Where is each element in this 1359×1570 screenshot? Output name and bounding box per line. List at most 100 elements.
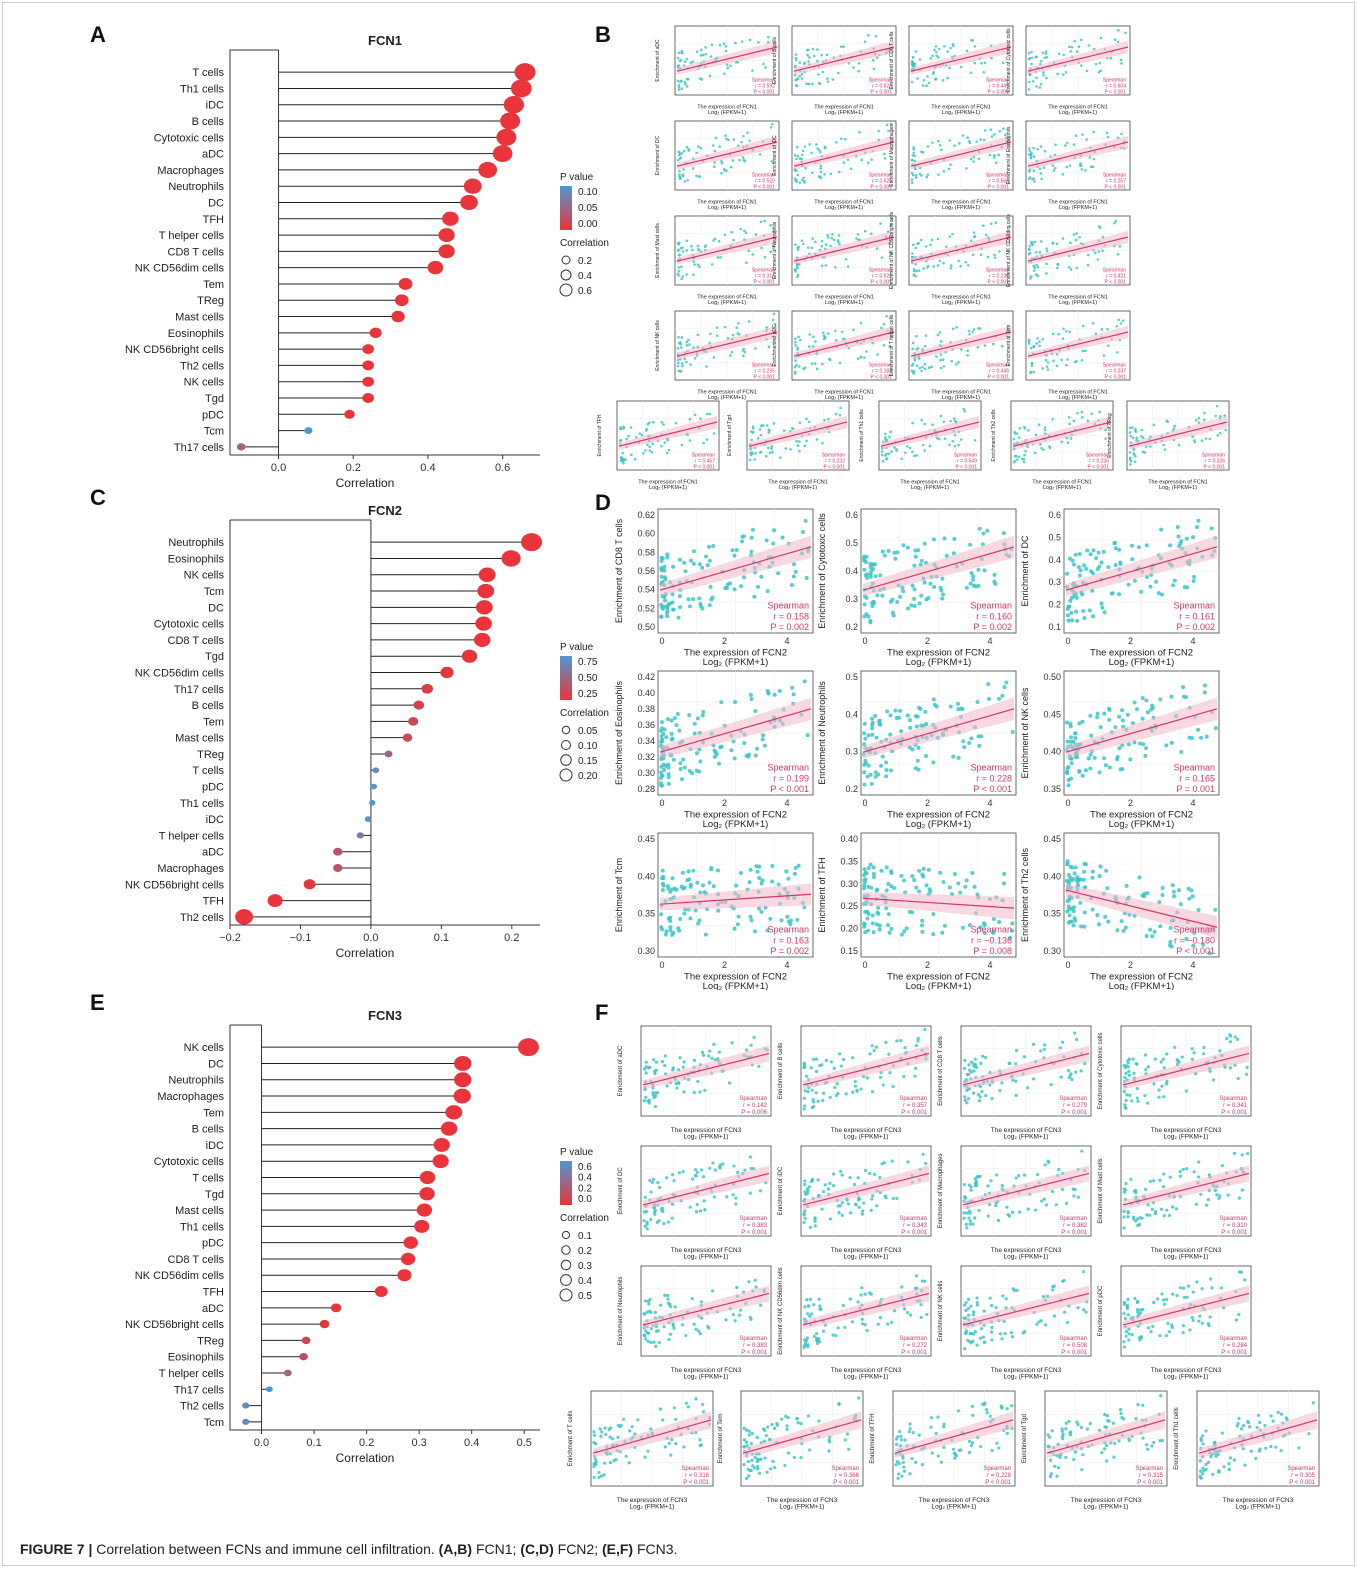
- scatter-point: [1105, 886, 1110, 891]
- scatter-point: [667, 1337, 671, 1342]
- scatter-point: [734, 1202, 738, 1206]
- scatter-point: [670, 876, 675, 881]
- scatter-point: [794, 58, 798, 62]
- scatter-point: [1126, 582, 1131, 587]
- scatter-point: [692, 1322, 696, 1326]
- scatter-point: [1143, 753, 1148, 758]
- scatter-point: [1144, 543, 1149, 548]
- stat-r: r = 0.161: [1179, 612, 1215, 622]
- scatter-point: [1017, 436, 1021, 439]
- scatter-point: [942, 170, 946, 173]
- stat-p: P = 0.002: [973, 622, 1012, 632]
- point-adc: [492, 145, 513, 163]
- scatter-point: [881, 1083, 885, 1087]
- scatter-point: [677, 594, 682, 599]
- fit-line: [802, 1052, 930, 1086]
- scatter-point: [1055, 242, 1059, 246]
- stat-title: Spearman: [1173, 763, 1215, 773]
- scatter-point: [815, 143, 818, 146]
- scatter-point: [1196, 518, 1201, 523]
- point-tgd: [419, 1187, 435, 1201]
- scatter-point: [1126, 1297, 1130, 1301]
- legend-size-title: Correlation: [560, 238, 609, 249]
- scatter-point: [643, 1312, 647, 1316]
- scatter-point: [958, 890, 963, 895]
- scatter-point: [1107, 765, 1112, 770]
- scatter-point: [957, 360, 960, 364]
- point-th2-cells: [242, 1402, 250, 1409]
- y-tick-label: 0.1: [1048, 622, 1061, 632]
- scatter-point: [1191, 1318, 1195, 1323]
- scatter-point: [955, 325, 958, 329]
- x-tick-label: 0: [1065, 960, 1070, 970]
- scatter-point: [955, 701, 960, 706]
- scatter-point: [1064, 144, 1067, 147]
- category-label-idc: iDC: [206, 814, 224, 826]
- scatter-point: [741, 156, 745, 159]
- scatter-point: [647, 1101, 651, 1105]
- scatter-point: [964, 260, 967, 264]
- scatter-point: [965, 166, 968, 170]
- scatter-point: [1166, 1321, 1170, 1326]
- scatter-point: [969, 1304, 973, 1308]
- scatter-point: [715, 334, 719, 337]
- fit-line: [642, 1172, 770, 1206]
- scatter-point: [1197, 1160, 1201, 1164]
- stat-r: r = 0.421: [1106, 274, 1126, 280]
- scatter-point: [1063, 1310, 1067, 1314]
- scatter-point: [762, 743, 767, 748]
- scatter-point: [1178, 541, 1183, 546]
- scatter-point: [1098, 864, 1103, 869]
- scatter-point: [897, 715, 902, 720]
- category-label-t-cells: T cells: [192, 1172, 224, 1184]
- scatter-point: [1078, 877, 1083, 882]
- scatter-point: [660, 773, 665, 778]
- scatter-point: [914, 724, 919, 729]
- scatter-point: [879, 222, 882, 225]
- stat-title: Spearman: [1173, 925, 1215, 935]
- x-tick-label: 2: [722, 636, 727, 646]
- scatter-point: [990, 222, 993, 226]
- scatter-point: [1140, 716, 1145, 721]
- x-axis-sublabel: Log₂ (FPKM+1): [1043, 485, 1081, 491]
- scatter-point: [810, 1177, 815, 1181]
- scatter-point: [669, 1453, 673, 1457]
- scatter-point: [766, 1425, 770, 1429]
- scatter-point: [1013, 430, 1016, 434]
- fit-line: [962, 1172, 1090, 1206]
- stat-r: r = 0.184: [872, 369, 892, 375]
- stat-r: r = 0.279: [1063, 1103, 1088, 1109]
- scatter-point: [803, 1344, 807, 1348]
- scatter-point: [889, 430, 892, 434]
- scatter-point: [749, 1043, 753, 1047]
- legend-size-tick: 0.6: [578, 286, 592, 297]
- scatter-point: [812, 1334, 816, 1339]
- scatter-point: [904, 451, 907, 455]
- scatter-point: [877, 719, 882, 724]
- scatter-point: [676, 347, 680, 350]
- scatter-point: [900, 1285, 904, 1289]
- scatter-point: [872, 1049, 876, 1053]
- fit-line: [676, 236, 778, 262]
- scatter-point: [928, 581, 933, 586]
- scatter-point: [889, 223, 893, 226]
- scatter-point: [652, 1340, 656, 1344]
- scatter-point: [663, 1293, 667, 1297]
- scatter-point: [670, 600, 675, 605]
- scatter-point: [734, 41, 737, 45]
- scatter-point: [753, 458, 757, 461]
- scatter-point: [930, 238, 934, 242]
- stat-title: Spearman: [739, 1336, 767, 1342]
- scatter-point: [805, 1298, 809, 1302]
- scatter-point: [808, 1297, 813, 1301]
- scatter-point: [940, 576, 945, 581]
- scatter-point: [662, 1222, 666, 1226]
- scatter-point: [838, 1204, 842, 1208]
- scatter-point: [840, 1201, 845, 1205]
- confidence-band: [1066, 535, 1217, 597]
- scatter-point: [922, 267, 925, 270]
- x-axis-sublabel: Log₂ (FPKM+1): [906, 981, 972, 990]
- scatter-point: [1236, 1076, 1240, 1081]
- x-tick-label: 0.2: [359, 1437, 374, 1449]
